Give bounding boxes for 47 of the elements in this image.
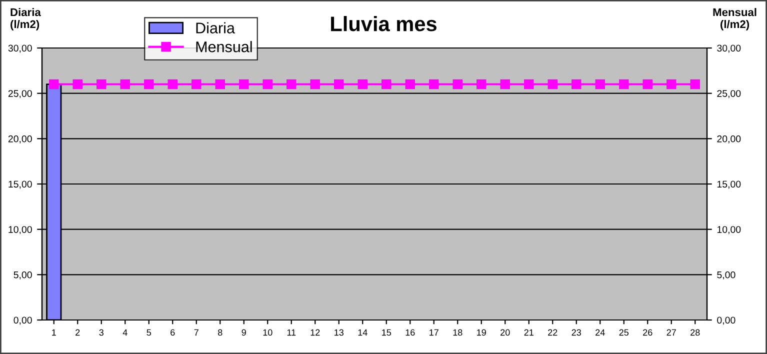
y-tick-label: 25,00 [8, 90, 32, 98]
y-tick-label: 10,00 [8, 226, 32, 234]
legend-label: Mensual [196, 41, 252, 52]
y2-tick-label: 5,00 [717, 271, 736, 280]
y2-tick-label: 30,00 [717, 44, 741, 53]
x-tick-label: 6 [170, 329, 175, 336]
legend-label: Diaria [196, 22, 235, 34]
x-tick-label: 16 [406, 329, 415, 336]
x-tick-label: 22 [548, 329, 558, 336]
y2-tick-label: 15,00 [717, 180, 741, 189]
x-tick-label: 8 [218, 329, 222, 336]
x-tick-label: 3 [99, 329, 104, 336]
x-tick-label: 10 [263, 329, 272, 336]
x-tick-label: 26 [643, 329, 652, 336]
x-tick-label: 20 [500, 329, 510, 336]
x-tick-label: 4 [122, 329, 128, 336]
x-tick-label: 7 [194, 329, 198, 336]
y-tick-label: 30,00 [8, 44, 32, 53]
y2-tick-label: 25,00 [717, 90, 741, 98]
x-tick-label: 21 [524, 329, 534, 336]
x-tick-label: 23 [572, 329, 581, 336]
x-tick-label: 14 [358, 329, 368, 336]
x-tick-label: 12 [310, 329, 320, 336]
x-tick-label: 15 [382, 329, 392, 336]
y2-tick-label: 0,00 [717, 316, 736, 325]
x-tick-label: 25 [619, 329, 629, 336]
chart-title: Lluvia mes [331, 16, 436, 32]
x-tick-label: 11 [287, 329, 296, 336]
x-tick-label: 24 [596, 329, 605, 336]
x-tick-label: 27 [666, 329, 676, 336]
x-tick-label: 5 [146, 329, 152, 336]
y2-tick-label: 20,00 [717, 135, 741, 144]
x-tick-label: 17 [430, 329, 438, 336]
x-tick-label: 9 [242, 329, 246, 336]
x-tick-label: 2 [76, 329, 80, 336]
x-tick-label: 28 [690, 329, 700, 336]
x-tick-label: 19 [477, 329, 486, 336]
y-tick-label: 0,00 [14, 316, 32, 325]
x-tick-label: 1 [52, 329, 56, 336]
y-tick-label: 15,00 [8, 180, 32, 189]
y-tick-label: 5,00 [14, 271, 32, 280]
x-tick-label: 13 [334, 329, 344, 336]
y-tick-label: 20,00 [8, 135, 32, 144]
x-tick-label: 18 [453, 329, 462, 336]
y2-axis-title: Mensual (l/m2) [713, 8, 756, 30]
y2-tick-label: 10,00 [717, 226, 741, 234]
y-axis-title: Diaria (l/m2) [10, 8, 41, 30]
